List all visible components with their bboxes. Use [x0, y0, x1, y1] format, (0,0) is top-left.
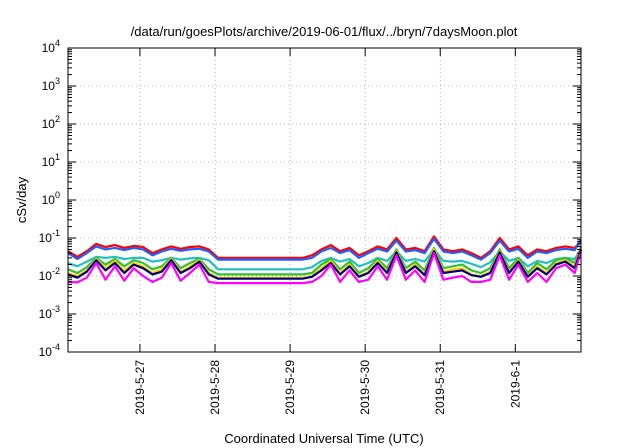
series-line-3	[67, 248, 582, 271]
y-tick-label: 10-1	[39, 228, 60, 245]
grid	[68, 48, 581, 352]
series-line-1	[67, 235, 582, 259]
x-axis-label: Coordinated Universal Time (UTC)	[224, 431, 423, 446]
x-tick-label: 2019-5-27	[133, 360, 147, 415]
x-tick-label: 2019-5-30	[358, 360, 372, 415]
x-tick-label: 2019-6-1	[508, 360, 522, 408]
series-line-7	[67, 250, 583, 285]
y-tick-label: 10-4	[39, 342, 60, 359]
series-line-6	[67, 249, 583, 280]
x-tick-label: 2019-5-28	[208, 360, 222, 415]
y-tick-label: 10-2	[39, 266, 60, 283]
y-tick-label: 104	[42, 38, 60, 55]
chart-title: /data/run/goesPlots/archive/2019-06-01/f…	[131, 24, 518, 39]
x-tick-label: 2019-5-29	[283, 360, 297, 415]
y-tick-label: 101	[42, 152, 60, 169]
series-line-4	[67, 246, 583, 276]
y-tick-label: 10-3	[39, 304, 60, 321]
y-axis-label: cSv/day	[14, 176, 29, 223]
y-tick-label: 102	[42, 114, 60, 131]
y-tick-label: 103	[42, 76, 60, 93]
axis-ticks: 10-4 10-3 10-2 10-1 100 101 102 103 104 2019-5-27…	[39, 38, 581, 415]
series-line-2	[67, 237, 582, 261]
y-tick-label: 100	[42, 190, 60, 207]
series-group	[67, 235, 583, 285]
x-tick-label: 2019-5-31	[433, 360, 447, 415]
